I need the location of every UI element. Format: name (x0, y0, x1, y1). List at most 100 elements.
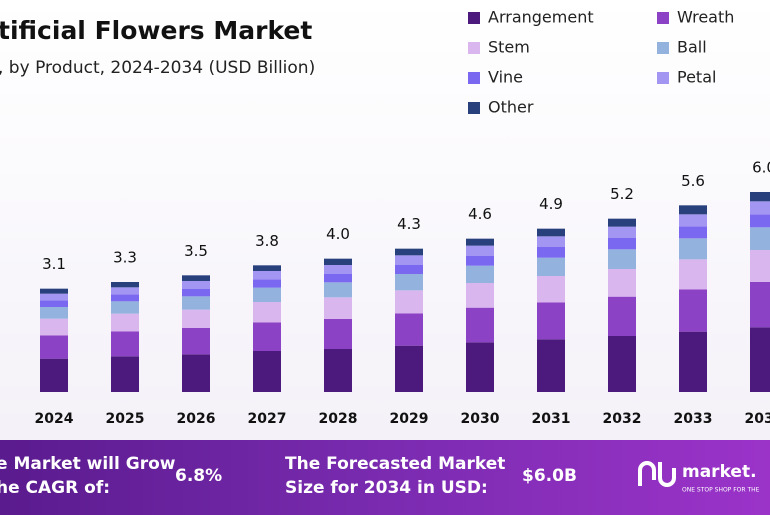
bar-segment (679, 226, 707, 239)
bar-segment (40, 307, 68, 319)
x-tick-label: 2026 (177, 411, 216, 427)
legend-label: Petal (677, 68, 716, 87)
bar-segment (111, 287, 139, 295)
bar-segment (466, 238, 494, 246)
bar-segment (111, 294, 139, 302)
legend-swatch (468, 102, 480, 114)
total-label: 4.0 (326, 225, 350, 243)
banner-text: The Forecasted Market (285, 454, 505, 474)
bar-segment (750, 214, 770, 228)
chart-subtitle: , by Product, 2024-2034 (USD Billion) (0, 58, 315, 78)
tagline: ONE STOP SHOP FOR THE (682, 487, 760, 494)
bar-segment (395, 274, 423, 291)
bar-segment (40, 293, 68, 301)
bar-segment (182, 296, 210, 310)
total-label: 3.1 (42, 255, 66, 273)
legend-swatch (468, 42, 480, 54)
bar-segment (679, 331, 707, 392)
bar-segment (608, 249, 636, 269)
legend-swatch (657, 42, 669, 54)
total-label: 4.6 (468, 205, 492, 223)
bar-segment (324, 297, 352, 319)
bar-segment (537, 257, 565, 276)
x-tick-label: 2031 (532, 411, 571, 427)
bar-segment (608, 336, 636, 392)
banner-text: Size for 2034 in USD: (285, 478, 488, 498)
bar-segment (608, 218, 636, 227)
bar-segment (40, 335, 68, 359)
chart-title: tificial Flowers Market (0, 16, 312, 45)
bar-segment (395, 248, 423, 256)
bar-segment (608, 226, 636, 238)
legend-label: Arrangement (488, 8, 594, 27)
bar-segment (679, 289, 707, 332)
bar-segment (111, 356, 139, 392)
bar-segment (750, 227, 770, 250)
bar-segment (253, 279, 281, 288)
bar-segment (537, 228, 565, 237)
legend: Arrangement Wreath Stem Ball Vine Petal Other (468, 8, 734, 117)
bar-segment (466, 307, 494, 343)
bar-segment (253, 351, 281, 392)
bar-segment (750, 192, 770, 202)
bar-segment (253, 322, 281, 351)
bar-segment (537, 302, 565, 340)
bar-segment (608, 269, 636, 297)
bar-segment (608, 296, 636, 336)
legend-swatch (468, 12, 480, 24)
legend-label: Ball (677, 38, 707, 57)
bar-segment (537, 276, 565, 303)
bar-segment (395, 290, 423, 314)
bar-segment (395, 313, 423, 346)
bar-segment (537, 339, 565, 392)
bar-segment (679, 214, 707, 227)
total-label: 4.9 (539, 195, 563, 213)
bar-segment (324, 273, 352, 283)
bar-segment (466, 255, 494, 266)
cagr-value: 6.8% (175, 466, 222, 486)
banner-text: e Market will Grow (0, 454, 176, 474)
bar-segment (395, 264, 423, 274)
bar-segment (537, 236, 565, 247)
bar-segment (608, 238, 636, 250)
bar-segment (395, 345, 423, 392)
total-label: 3.3 (113, 249, 137, 267)
x-tick-label: 2027 (248, 411, 287, 427)
legend-swatch (468, 72, 480, 84)
legend-swatch (657, 72, 669, 84)
bar-segment (324, 282, 352, 298)
total-label: 3.5 (184, 242, 208, 260)
x-tick-label: 2032 (603, 411, 642, 427)
total-label: 4.3 (397, 215, 421, 233)
bar-segment (324, 258, 352, 265)
bar-segment (111, 282, 139, 288)
bar-segment (182, 354, 210, 392)
bar-segment (111, 313, 139, 332)
bar-segment (40, 318, 68, 336)
x-tick-label: 2030 (461, 411, 500, 427)
x-tick-label: 2029 (390, 411, 429, 427)
bar-segment (679, 259, 707, 290)
banner-text: he CAGR of: (0, 478, 110, 498)
plot: 3.1 2024 3.3 2025 3.5 2026 3.8 2027 4.0 2028 4.3 20… (35, 159, 770, 427)
bar-segment (750, 282, 770, 328)
legend-label: Stem (488, 38, 530, 57)
bar-segment (537, 247, 565, 258)
bar-segment (182, 309, 210, 328)
bar-segment (395, 255, 423, 265)
bar-segment (324, 265, 352, 274)
bar-segment (679, 205, 707, 215)
bar-segment (750, 327, 770, 392)
bar-segment (182, 328, 210, 355)
bar-segment (750, 250, 770, 282)
bar-segment (40, 358, 68, 392)
forecast-value: $6.0B (522, 466, 577, 486)
legend-label: Vine (488, 68, 523, 87)
bar-segment (182, 288, 210, 297)
bar-segment (466, 265, 494, 283)
bar-segment (324, 319, 352, 349)
x-tick-label: 2028 (319, 411, 358, 427)
x-tick-label: 2034 (745, 411, 770, 427)
legend-label: Wreath (677, 8, 734, 27)
